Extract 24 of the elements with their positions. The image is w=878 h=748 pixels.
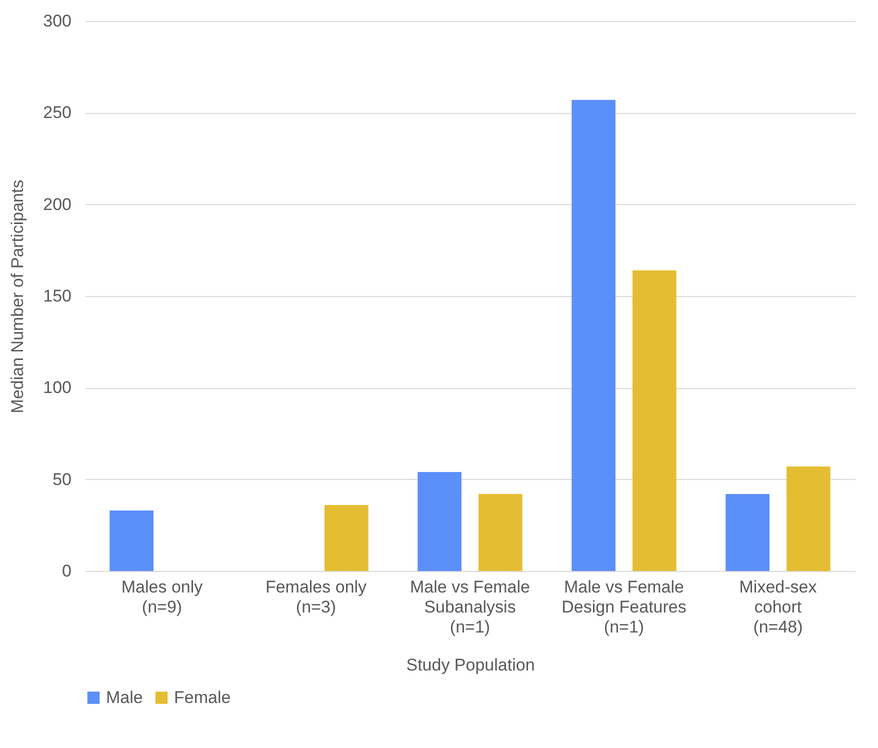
bar — [324, 505, 368, 571]
x-tick-label: Females only (n=3) — [265, 578, 368, 616]
y-tick-label: 150 — [43, 286, 72, 306]
x-tick-label: Males only (n=9) — [121, 578, 204, 616]
x-axis-title: Study Population — [406, 656, 535, 674]
bar — [786, 466, 830, 571]
bar — [632, 270, 676, 571]
y-tick-label: 100 — [43, 378, 72, 398]
bar — [572, 100, 616, 571]
x-tick-label: Mixed-sex cohort (n=48) — [739, 578, 818, 636]
x-tick-label: Male vs Female Design Features (n=1) — [562, 578, 686, 636]
bar — [418, 472, 462, 571]
y-tick-label: 300 — [43, 12, 72, 30]
legend-label: Male — [106, 688, 143, 707]
bar — [110, 510, 154, 571]
y-tick-label: 0 — [62, 562, 72, 580]
legend-label: Female — [174, 688, 231, 707]
y-tick-label: 250 — [43, 103, 72, 122]
y-axis-title: Median Number of Participants — [8, 180, 28, 414]
y-tick-label: 50 — [52, 470, 72, 489]
y-tick-label: 200 — [43, 194, 72, 214]
bar — [726, 494, 770, 571]
bar — [478, 494, 522, 571]
x-tick-label: Male vs Female Subanalysis (n=1) — [410, 578, 530, 636]
